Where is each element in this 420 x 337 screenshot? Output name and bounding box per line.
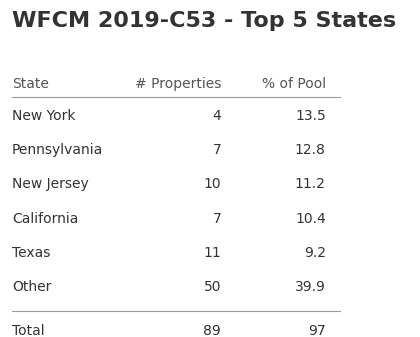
Text: Total: Total bbox=[12, 325, 45, 337]
Text: 7: 7 bbox=[213, 212, 221, 225]
Text: New York: New York bbox=[12, 109, 75, 123]
Text: 39.9: 39.9 bbox=[295, 280, 326, 294]
Text: 7: 7 bbox=[213, 144, 221, 157]
Text: 13.5: 13.5 bbox=[295, 109, 326, 123]
Text: 89: 89 bbox=[203, 325, 221, 337]
Text: Texas: Texas bbox=[12, 246, 50, 259]
Text: 11.2: 11.2 bbox=[295, 178, 326, 191]
Text: WFCM 2019-C53 - Top 5 States: WFCM 2019-C53 - Top 5 States bbox=[12, 10, 396, 31]
Text: California: California bbox=[12, 212, 78, 225]
Text: 11: 11 bbox=[203, 246, 221, 259]
Text: 97: 97 bbox=[308, 325, 326, 337]
Text: New Jersey: New Jersey bbox=[12, 178, 89, 191]
Text: 10.4: 10.4 bbox=[295, 212, 326, 225]
Text: 4: 4 bbox=[213, 109, 221, 123]
Text: Pennsylvania: Pennsylvania bbox=[12, 144, 103, 157]
Text: State: State bbox=[12, 78, 49, 91]
Text: 9.2: 9.2 bbox=[304, 246, 326, 259]
Text: Other: Other bbox=[12, 280, 51, 294]
Text: # Properties: # Properties bbox=[135, 78, 221, 91]
Text: 12.8: 12.8 bbox=[295, 144, 326, 157]
Text: 10: 10 bbox=[204, 178, 221, 191]
Text: % of Pool: % of Pool bbox=[262, 78, 326, 91]
Text: 50: 50 bbox=[204, 280, 221, 294]
